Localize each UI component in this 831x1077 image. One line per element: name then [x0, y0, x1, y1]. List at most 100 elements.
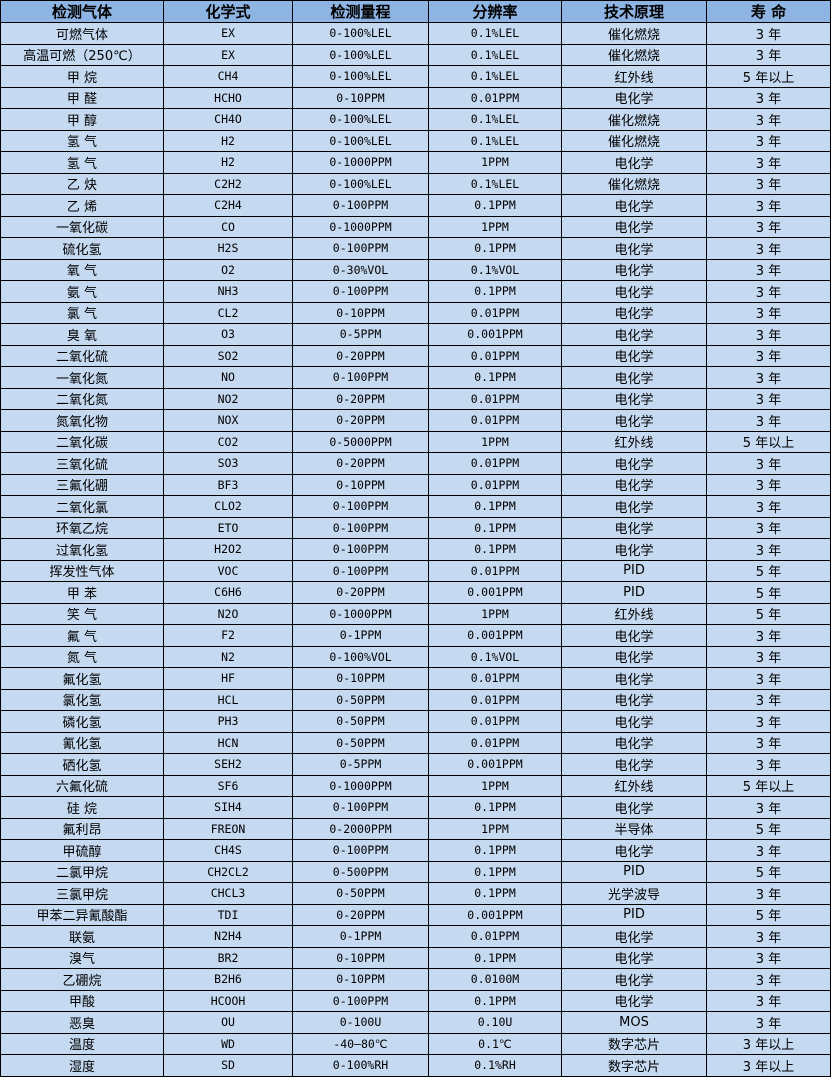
- cell-lifespan: 3 年以上: [706, 1032, 831, 1055]
- table-row: 氢 气 H2 0-100%LEL 0.1%LEL 催化燃烧 3 年: [0, 129, 831, 152]
- cell-resolution: 0.01PPM: [428, 452, 562, 475]
- cell-gas-name: 磷化氢: [0, 710, 164, 733]
- cell-gas-name: 乙硼烷: [0, 968, 164, 991]
- cell-lifespan: 3 年: [706, 172, 831, 195]
- cell-range: 0-20PPM: [292, 581, 429, 604]
- table-row: 氮 气 N2 0-100%VOL 0.1%VOL 电化学 3 年: [0, 645, 831, 668]
- cell-lifespan: 5 年以上: [706, 65, 831, 88]
- cell-range: 0-2000PPM: [292, 817, 429, 840]
- cell-principle: PID: [561, 860, 707, 883]
- cell-resolution: 0.1%LEL: [428, 108, 562, 131]
- cell-principle: 催化燃烧: [561, 43, 707, 66]
- cell-resolution: 0.01PPM: [428, 925, 562, 948]
- header-gas-name: 检测气体: [0, 0, 164, 23]
- cell-principle: 电化学: [561, 839, 707, 862]
- cell-lifespan: 3 年: [706, 688, 831, 711]
- table-row: 甲 醇 CH4O 0-100%LEL 0.1%LEL 催化燃烧 3 年: [0, 108, 831, 131]
- cell-formula: NOX: [163, 409, 293, 432]
- cell-resolution: 1PPM: [428, 430, 562, 453]
- table-row: 过氧化氢 H2O2 0-100PPM 0.1PPM 电化学 3 年: [0, 538, 831, 561]
- cell-formula: HCHO: [163, 86, 293, 109]
- cell-gas-name: 甲苯二异氰酸酯: [0, 903, 164, 926]
- cell-resolution: 0.1%LEL: [428, 65, 562, 88]
- cell-gas-name: 硅 烷: [0, 796, 164, 819]
- cell-formula: HCN: [163, 731, 293, 754]
- cell-resolution: 0.1%VOL: [428, 645, 562, 668]
- cell-principle: PID: [561, 903, 707, 926]
- cell-range: 0-50PPM: [292, 710, 429, 733]
- cell-lifespan: 5 年: [706, 602, 831, 625]
- cell-range: -40—80℃: [292, 1032, 429, 1055]
- cell-formula: EX: [163, 43, 293, 66]
- table-row: 一氧化碳 CO 0-1000PPM 1PPM 电化学 3 年: [0, 215, 831, 238]
- table-row: 硅 烷 SIH4 0-100PPM 0.1PPM 电化学 3 年: [0, 796, 831, 819]
- table-row: 温度 WD -40—80℃ 0.1℃ 数字芯片 3 年以上: [0, 1032, 831, 1055]
- cell-lifespan: 3 年: [706, 946, 831, 969]
- cell-range: 0-50PPM: [292, 731, 429, 754]
- cell-formula: C2H2: [163, 172, 293, 195]
- cell-gas-name: 过氧化氢: [0, 538, 164, 561]
- cell-range: 0-50PPM: [292, 688, 429, 711]
- cell-lifespan: 3 年: [706, 473, 831, 496]
- cell-lifespan: 5 年: [706, 817, 831, 840]
- table-row: 氟 气 F2 0-1PPM 0.001PPM 电化学 3 年: [0, 624, 831, 647]
- cell-resolution: 0.1PPM: [428, 839, 562, 862]
- table-row: 二氧化硫 SO2 0-20PPM 0.01PPM 电化学 3 年: [0, 344, 831, 367]
- header-formula: 化学式: [163, 0, 293, 23]
- cell-range: 0-100PPM: [292, 559, 429, 582]
- cell-formula: N2H4: [163, 925, 293, 948]
- cell-principle: MOS: [561, 1011, 707, 1034]
- cell-formula: C6H6: [163, 581, 293, 604]
- cell-formula: NO: [163, 366, 293, 389]
- table-row: 氟利昂 FREON 0-2000PPM 1PPM 半导体 5 年: [0, 817, 831, 840]
- cell-gas-name: 硫化氢: [0, 237, 164, 260]
- cell-gas-name: 甲 烷: [0, 65, 164, 88]
- cell-gas-name: 温度: [0, 1032, 164, 1055]
- cell-resolution: 0.1PPM: [428, 194, 562, 217]
- cell-gas-name: 二氧化碳: [0, 430, 164, 453]
- cell-range: 0-100%LEL: [292, 22, 429, 45]
- cell-resolution: 0.1PPM: [428, 860, 562, 883]
- cell-resolution: 0.01PPM: [428, 731, 562, 754]
- cell-formula: N2O: [163, 602, 293, 625]
- cell-principle: PID: [561, 559, 707, 582]
- cell-lifespan: 3 年以上: [706, 1054, 831, 1077]
- table-row: 氨 气 NH3 0-100PPM 0.1PPM 电化学 3 年: [0, 280, 831, 303]
- cell-range: 0-1000PPM: [292, 774, 429, 797]
- cell-lifespan: 5 年: [706, 903, 831, 926]
- cell-resolution: 0.1%LEL: [428, 129, 562, 152]
- cell-resolution: 0.01PPM: [428, 559, 562, 582]
- cell-formula: VOC: [163, 559, 293, 582]
- cell-formula: H2: [163, 151, 293, 174]
- cell-range: 0-5000PPM: [292, 430, 429, 453]
- cell-gas-name: 氟利昂: [0, 817, 164, 840]
- cell-resolution: 1PPM: [428, 602, 562, 625]
- cell-formula: OU: [163, 1011, 293, 1034]
- cell-range: 0-100%RH: [292, 1054, 429, 1077]
- cell-gas-name: 氟 气: [0, 624, 164, 647]
- cell-formula: EX: [163, 22, 293, 45]
- cell-gas-name: 一氧化碳: [0, 215, 164, 238]
- cell-resolution: 0.1%LEL: [428, 172, 562, 195]
- cell-gas-name: 湿度: [0, 1054, 164, 1077]
- cell-formula: HF: [163, 667, 293, 690]
- cell-gas-name: 甲硫醇: [0, 839, 164, 862]
- cell-range: 0-100PPM: [292, 237, 429, 260]
- table-row: 甲酸 HCOOH 0-100PPM 0.1PPM 电化学 3 年: [0, 989, 831, 1012]
- cell-gas-name: 臭 氧: [0, 323, 164, 346]
- cell-formula: HCOOH: [163, 989, 293, 1012]
- cell-resolution: 0.1℃: [428, 1032, 562, 1055]
- cell-lifespan: 3 年: [706, 258, 831, 281]
- table-row: 氟化氢 HF 0-10PPM 0.01PPM 电化学 3 年: [0, 667, 831, 690]
- cell-gas-name: 甲 醇: [0, 108, 164, 131]
- cell-range: 0-10PPM: [292, 301, 429, 324]
- cell-gas-name: 二氯甲烷: [0, 860, 164, 883]
- cell-gas-name: 甲 醛: [0, 86, 164, 109]
- cell-formula: SIH4: [163, 796, 293, 819]
- cell-principle: 电化学: [561, 237, 707, 260]
- table-row: 环氧乙烷 ETO 0-100PPM 0.1PPM 电化学 3 年: [0, 516, 831, 539]
- cell-principle: 电化学: [561, 710, 707, 733]
- cell-formula: CHCL3: [163, 882, 293, 905]
- cell-gas-name: 乙 烯: [0, 194, 164, 217]
- cell-principle: 半导体: [561, 817, 707, 840]
